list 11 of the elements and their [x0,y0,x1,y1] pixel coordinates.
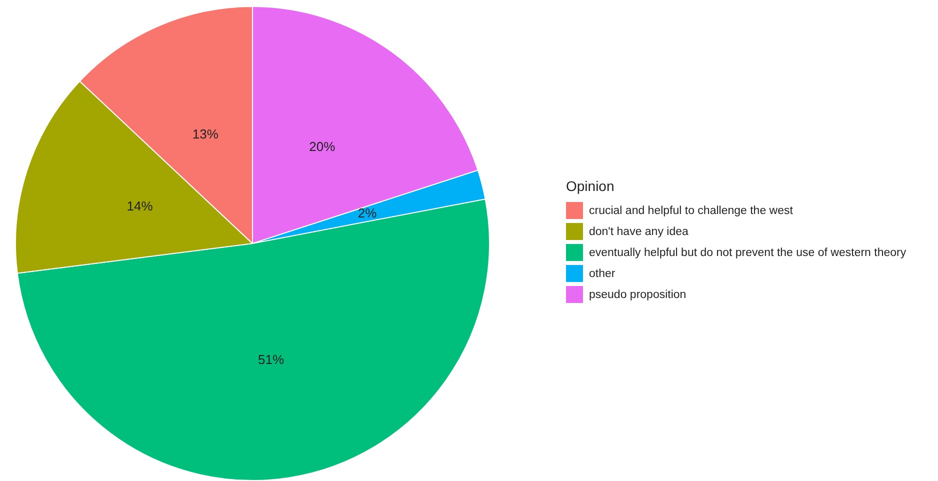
data-label: 20% [309,139,336,154]
legend-label: pseudo proposition [589,288,686,300]
data-label: 51% [258,352,284,368]
legend-label: don't have any idea [589,226,688,238]
legend-label: eventually helpful but do not prevent the use of western theory [589,246,906,258]
legend-label: crucial and helpful to challenge the west [589,204,793,216]
data-label: 14% [126,198,154,214]
data-label: 13% [192,126,219,142]
data-label: 2% [358,206,378,221]
legend-label: other [589,268,616,280]
legend-title: Opinion [566,178,616,194]
